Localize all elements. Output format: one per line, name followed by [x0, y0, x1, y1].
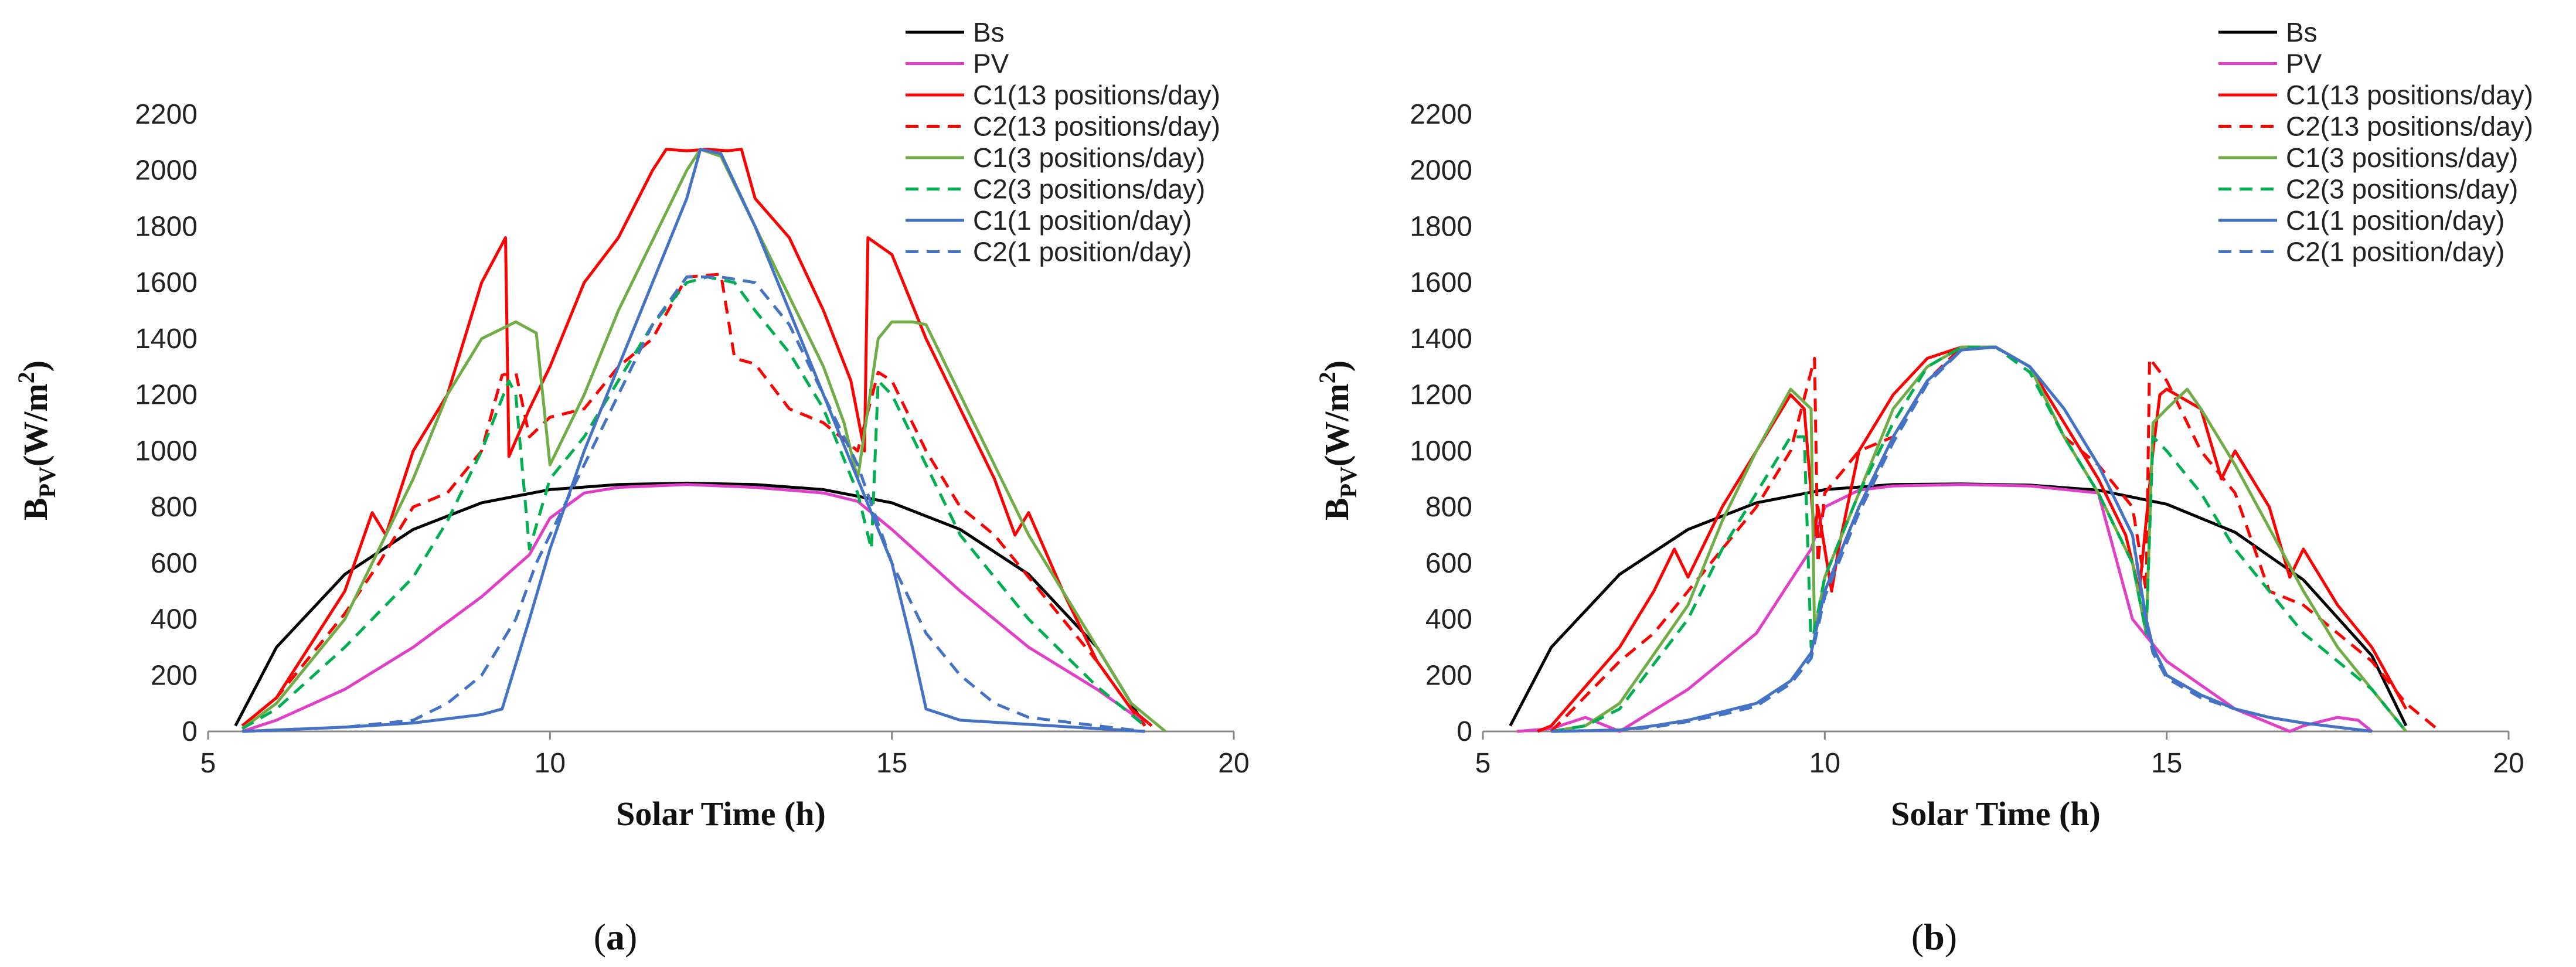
y-tick-label: 1600: [1410, 267, 1472, 298]
legend-label: Bs: [2286, 17, 2318, 47]
legend-label: C1(13 positions/day): [2286, 80, 2533, 110]
y-tick-label: 1800: [135, 211, 198, 242]
legend-label: C1(13 positions/day): [973, 80, 1220, 110]
y-tick-label: 600: [151, 548, 198, 579]
x-tick-label: 20: [1218, 748, 1249, 779]
series-line-7: [1551, 345, 2373, 733]
panel-caption-letter: a: [606, 916, 625, 958]
y-tick-label: 1800: [1410, 211, 1472, 242]
legend-label: C1(3 positions/day): [2286, 142, 2518, 173]
series-line-3: [241, 273, 1146, 727]
x-axis-label: Solar Time (h): [616, 795, 826, 833]
legend-label: C2(3 positions/day): [2286, 174, 2518, 205]
series-line-1: [1517, 483, 2373, 733]
y-tick-label: 400: [1425, 604, 1472, 635]
chart-panel-a: 0200400600800100012001400160018002000220…: [13, 17, 1250, 958]
y-tick-label: 2200: [1410, 99, 1472, 130]
y-label-unit: (W/m: [16, 383, 55, 467]
x-tick-label: 10: [535, 748, 566, 779]
x-tick-label: 20: [2493, 748, 2524, 779]
x-tick-label: 15: [876, 748, 907, 779]
y-label-unit: (W/m: [1318, 383, 1356, 467]
y-tick-label: 1400: [135, 324, 198, 355]
y-tick-label: 1600: [135, 267, 198, 298]
panel-caption-letter: b: [1924, 916, 1945, 958]
y-tick-label: 1200: [135, 380, 198, 411]
y-axis-label: BPV(W/m2): [13, 360, 60, 520]
y-tick-label: 0: [182, 716, 198, 747]
panel-caption: (b): [1911, 916, 1957, 958]
legend-label: PV: [973, 49, 1009, 79]
y-tick-label: 600: [1425, 548, 1472, 579]
legend-label: Bs: [973, 17, 1005, 47]
x-tick-label: 5: [200, 748, 216, 779]
y-tick-label: 1000: [1410, 435, 1472, 467]
x-axis-label: Solar Time (h): [1891, 795, 2101, 833]
legend-label: C2(3 positions/day): [973, 174, 1205, 205]
y-axis-label: BPV(W/m2): [1314, 360, 1362, 520]
panel-caption: (a): [594, 916, 638, 958]
y-tick-label: 2000: [1410, 155, 1472, 186]
legend-label: C2(1 position/day): [2286, 237, 2504, 267]
legend-label: C2(13 positions/day): [973, 111, 1220, 142]
y-tick-label: 200: [151, 660, 198, 691]
legend-label: C1(1 position/day): [973, 205, 1192, 236]
chart-panel-b: 0200400600800100012001400160018002000220…: [1314, 17, 2533, 958]
legend-label: C2(1 position/day): [973, 237, 1192, 267]
series-line-7: [242, 275, 1145, 733]
y-label-main: B: [1318, 498, 1356, 520]
x-tick-label: 15: [2151, 748, 2182, 779]
y-tick-label: 2200: [135, 99, 198, 130]
series-line-2: [241, 148, 1153, 727]
y-tick-label: 800: [1425, 492, 1472, 523]
y-tick-label: 1200: [1410, 380, 1472, 411]
x-tick-label: 5: [1475, 748, 1491, 779]
y-tick-label: 1000: [135, 435, 198, 467]
legend-label: PV: [2286, 49, 2322, 79]
y-tick-label: 800: [151, 492, 198, 523]
y-label-subscript: PV: [34, 467, 60, 498]
y-label-close: ): [1318, 360, 1356, 372]
y-tick-label: 0: [1457, 716, 1472, 747]
y-tick-label: 200: [1425, 660, 1472, 691]
series-line-5: [241, 275, 1146, 730]
y-tick-label: 2000: [135, 155, 198, 186]
legend-label: C1(1 position/day): [2286, 205, 2504, 236]
y-label-main: B: [16, 498, 55, 520]
y-label-close: ): [16, 360, 55, 372]
y-tick-label: 1400: [1410, 324, 1472, 355]
series-line-1: [241, 483, 1146, 733]
x-tick-label: 10: [1809, 748, 1840, 779]
y-label-superscript: 2: [1314, 372, 1340, 383]
y-label-subscript: PV: [1335, 467, 1362, 498]
legend-label: C1(3 positions/day): [973, 142, 1205, 173]
series-line-3: [1550, 345, 2441, 733]
y-label-superscript: 2: [13, 372, 39, 383]
series-line-6: [242, 148, 1145, 733]
legend-label: C2(13 positions/day): [2286, 111, 2533, 142]
y-tick-label: 400: [151, 604, 198, 635]
